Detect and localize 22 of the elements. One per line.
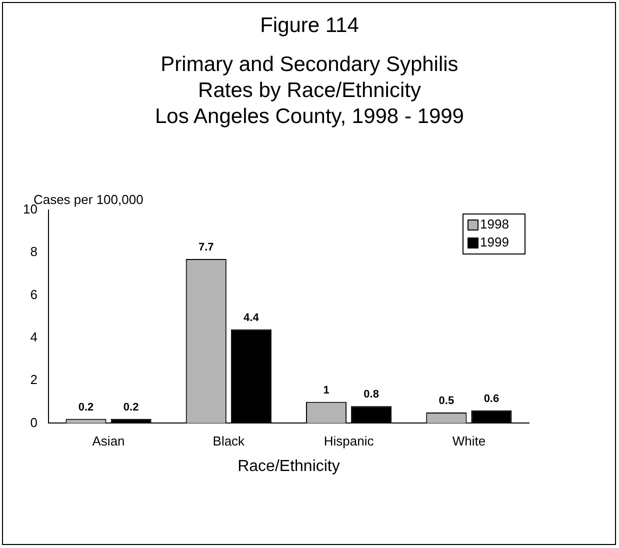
data-label: 0.8 [364, 388, 379, 401]
y-tick-label: 8 [30, 244, 38, 260]
y-tick-label: 6 [30, 286, 38, 302]
y-tick-label: 2 [30, 372, 38, 388]
x-tick-label: Hispanic [324, 434, 374, 449]
x-tick-label: White [452, 434, 486, 449]
x-axis-title: Race/Ethnicity [238, 458, 340, 475]
x-tick-label: Asian [92, 434, 125, 449]
data-label: 7.7 [198, 242, 214, 254]
legend-label: 1998 [480, 216, 509, 232]
data-label: 4.4 [244, 312, 260, 324]
x-tick-label: Black [212, 434, 246, 449]
legend-label: 1999 [480, 234, 509, 250]
chart-title: Figure 114 [259, 14, 360, 38]
data-label: 0.6 [484, 392, 500, 405]
data-label: 1 [323, 384, 330, 396]
y-tick-label: 4 [30, 330, 38, 344]
data-label: 0.2 [123, 401, 139, 414]
data-label: 0.5 [438, 395, 454, 408]
chart-subtitle: Primary and Secondary Syphilis Rates by Race/Ethnicity Los Angeles County, 1998 - 1999 [154, 52, 465, 130]
y-tick-label: 0 [30, 414, 38, 430]
data-label: 0.2 [78, 401, 94, 414]
